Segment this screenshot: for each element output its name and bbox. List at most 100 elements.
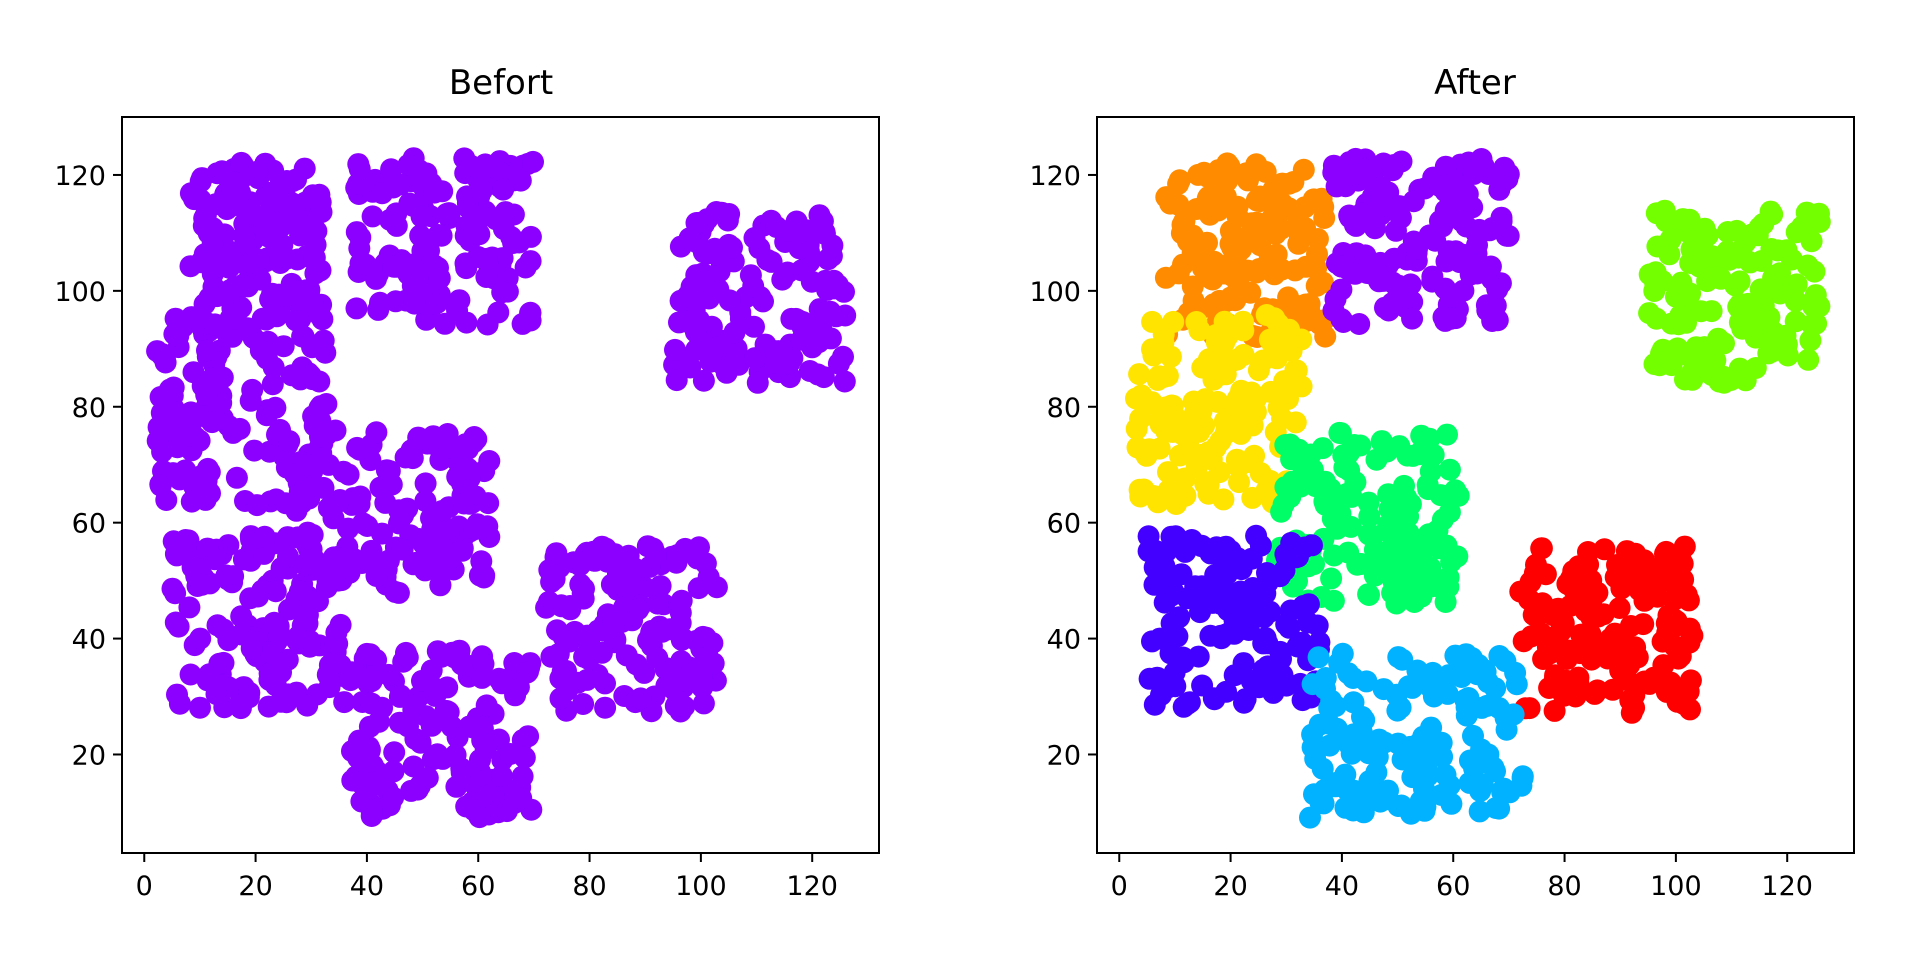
scatter-point bbox=[246, 494, 269, 517]
scatter-point bbox=[438, 436, 460, 459]
scatter-point bbox=[1286, 295, 1309, 317]
scatter-point bbox=[1666, 690, 1689, 713]
scatter-point bbox=[1586, 679, 1609, 702]
scatter-point bbox=[1799, 329, 1822, 352]
scatter-point bbox=[1322, 154, 1345, 177]
scatter-point bbox=[257, 185, 280, 208]
scatter-point bbox=[519, 250, 542, 273]
scatter-point bbox=[417, 428, 440, 451]
scatter-point bbox=[1465, 222, 1488, 245]
scatter-point bbox=[1497, 224, 1520, 247]
scatter-point bbox=[1301, 673, 1324, 696]
scatter-point bbox=[388, 711, 411, 734]
scatter-point bbox=[1264, 222, 1287, 245]
scatter-point bbox=[1401, 307, 1424, 330]
scatter-point bbox=[354, 253, 377, 276]
scatter-point bbox=[1262, 681, 1285, 704]
scatter-point bbox=[444, 744, 467, 766]
scatter-point bbox=[470, 764, 492, 787]
scatter-point bbox=[1704, 349, 1727, 372]
scatter-point bbox=[571, 582, 594, 605]
scatter-point bbox=[1191, 674, 1214, 697]
scatter-point bbox=[1669, 304, 1692, 327]
scatter-panel-befort: Befort 0 20 40 60 80 100 120 20 40 60 80 100 120 bbox=[54, 63, 880, 902]
scatter-point bbox=[1638, 263, 1661, 286]
scatter-point bbox=[180, 490, 203, 513]
scatter-point bbox=[474, 153, 497, 176]
scatter-point bbox=[196, 339, 218, 362]
scatter-point bbox=[278, 430, 301, 452]
scatter-point bbox=[1256, 655, 1279, 678]
scatter-point bbox=[1125, 387, 1147, 410]
scatter-point bbox=[519, 302, 542, 324]
scatter-point bbox=[297, 552, 320, 575]
scatter-point bbox=[756, 248, 779, 271]
scatter-point bbox=[458, 715, 481, 738]
scatter-point bbox=[1350, 202, 1373, 225]
scatter-point bbox=[1152, 365, 1175, 388]
scatter-point bbox=[1263, 307, 1286, 330]
scatter-point bbox=[1214, 363, 1237, 386]
scatter-point bbox=[432, 554, 455, 577]
scatter-point bbox=[215, 564, 238, 587]
scatter-point bbox=[359, 643, 382, 666]
y-tick-label: 60 bbox=[72, 509, 106, 540]
scatter-point bbox=[1495, 718, 1518, 741]
scatter-point bbox=[1306, 614, 1329, 637]
scatter-point bbox=[1294, 216, 1316, 239]
scatter-point bbox=[1410, 561, 1433, 584]
scatter-point bbox=[191, 167, 213, 190]
scatter-point bbox=[516, 661, 539, 684]
scatter-point bbox=[1330, 255, 1353, 278]
scatter-point bbox=[297, 527, 320, 550]
scatter-point bbox=[174, 529, 197, 551]
scatter-point bbox=[189, 696, 211, 719]
scatter-point bbox=[241, 378, 264, 401]
scatter-point bbox=[1670, 271, 1693, 294]
scatter-point bbox=[743, 315, 765, 338]
scatter-point bbox=[1619, 615, 1642, 637]
scatter-point bbox=[832, 345, 854, 368]
scatter-point bbox=[704, 243, 727, 266]
scatter-point bbox=[1391, 748, 1414, 771]
scatter-point bbox=[403, 693, 426, 716]
scatter-point bbox=[348, 729, 370, 752]
scatter-point bbox=[1323, 499, 1346, 522]
scatter-point bbox=[168, 692, 191, 715]
scatter-point bbox=[1178, 691, 1201, 714]
scatter-point bbox=[1401, 290, 1424, 313]
x-axis: 0 20 40 60 80 100 120 bbox=[136, 853, 838, 902]
scatter-point bbox=[416, 766, 439, 789]
scatter-point bbox=[181, 406, 204, 429]
scatter-point bbox=[179, 255, 202, 278]
scatter-point bbox=[1311, 757, 1334, 780]
scatter-point bbox=[1216, 152, 1239, 175]
scatter-point bbox=[1357, 742, 1380, 765]
scatter-point bbox=[223, 276, 246, 298]
scatter-point bbox=[485, 208, 508, 231]
scatter-point bbox=[1269, 640, 1292, 663]
scatter-point bbox=[453, 492, 475, 515]
scatter-point bbox=[640, 621, 663, 644]
x-tick-label: 60 bbox=[1436, 871, 1470, 902]
scatter-point bbox=[310, 442, 333, 465]
scatter-point bbox=[223, 171, 246, 194]
scatter-point bbox=[1152, 331, 1175, 354]
scatter-point bbox=[1547, 633, 1570, 656]
scatter-point bbox=[1374, 296, 1396, 319]
scatter-point bbox=[1363, 564, 1386, 587]
scatter-point bbox=[545, 542, 568, 565]
scatter-point bbox=[1530, 537, 1553, 560]
scatter-point bbox=[1388, 195, 1411, 218]
scatter-point bbox=[379, 208, 401, 231]
y-tick-label: 40 bbox=[72, 625, 106, 656]
scatter-point bbox=[438, 202, 460, 225]
scatter-point bbox=[463, 517, 486, 540]
scatter-point bbox=[1205, 323, 1228, 346]
x-tick-label: 120 bbox=[786, 871, 838, 902]
scatter-point bbox=[421, 713, 444, 736]
scatter-point bbox=[1225, 608, 1248, 631]
scatter-point bbox=[1363, 538, 1386, 561]
scatter-point bbox=[1125, 417, 1148, 440]
scatter-point bbox=[562, 551, 585, 574]
